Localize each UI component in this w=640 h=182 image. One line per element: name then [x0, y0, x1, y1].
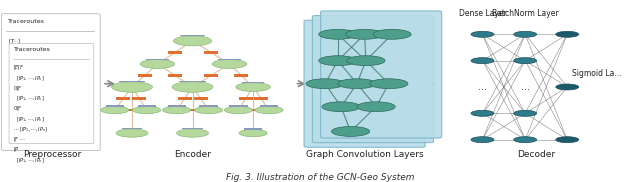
- Bar: [242, 82, 264, 83]
- Circle shape: [370, 79, 408, 89]
- Circle shape: [212, 60, 246, 68]
- Circle shape: [514, 58, 537, 64]
- Circle shape: [100, 106, 129, 114]
- Text: $[E[F$: $[E[F$: [13, 64, 25, 72]
- Text: Preprocessor: Preprocessor: [23, 150, 81, 159]
- Bar: [138, 105, 156, 107]
- Circle shape: [514, 110, 537, 116]
- Bar: [147, 58, 169, 60]
- Text: Dense Layer: Dense Layer: [459, 9, 506, 18]
- Text: Traceroutes: Traceroutes: [8, 19, 45, 25]
- Text: Sigmoid La...: Sigmoid La...: [572, 69, 622, 78]
- Text: $[P$: $[P$: [13, 146, 20, 154]
- Circle shape: [338, 79, 376, 89]
- Circle shape: [163, 106, 191, 114]
- Circle shape: [347, 56, 385, 66]
- Text: Graph Convolution Layers: Graph Convolution Layers: [306, 150, 424, 159]
- Bar: [116, 97, 131, 100]
- Bar: [179, 81, 206, 82]
- Bar: [234, 74, 248, 77]
- Text: $[IP_1,\cdots,IP_n]$: $[IP_1,\cdots,IP_n]$: [13, 156, 45, 165]
- FancyBboxPatch shape: [1, 14, 100, 150]
- Bar: [119, 81, 145, 82]
- Text: $[IP_1,\cdots,IP_n]$: $[IP_1,\cdots,IP_n]$: [13, 74, 45, 83]
- Text: $[F\ \cdots$: $[F\ \cdots$: [13, 135, 26, 144]
- Circle shape: [236, 83, 270, 91]
- Bar: [168, 105, 186, 107]
- Circle shape: [322, 102, 360, 112]
- Bar: [138, 74, 152, 77]
- Circle shape: [346, 29, 384, 39]
- Circle shape: [471, 110, 494, 116]
- Circle shape: [373, 29, 411, 39]
- Circle shape: [332, 126, 370, 136]
- Bar: [180, 35, 205, 36]
- Text: $\cdots\ [IP_1,\cdots,IP_n]$: $\cdots\ [IP_1,\cdots,IP_n]$: [13, 125, 49, 134]
- Text: Encoder: Encoder: [174, 150, 211, 159]
- Circle shape: [357, 102, 395, 112]
- Circle shape: [132, 106, 161, 114]
- Circle shape: [116, 129, 148, 137]
- Bar: [200, 105, 218, 107]
- Circle shape: [471, 137, 494, 143]
- Circle shape: [471, 31, 494, 37]
- Text: $0[F$: $0[F$: [13, 105, 23, 113]
- Bar: [239, 97, 253, 100]
- Circle shape: [556, 31, 579, 37]
- Circle shape: [471, 58, 494, 64]
- FancyBboxPatch shape: [304, 20, 425, 147]
- Circle shape: [111, 82, 152, 92]
- Bar: [168, 51, 182, 54]
- Circle shape: [319, 56, 357, 66]
- Bar: [218, 58, 241, 60]
- Bar: [254, 97, 268, 100]
- Bar: [229, 105, 248, 107]
- Text: BatchNorm Layer: BatchNorm Layer: [492, 9, 559, 18]
- Bar: [186, 109, 200, 111]
- Text: ...: ...: [521, 82, 530, 92]
- Bar: [122, 128, 142, 129]
- FancyBboxPatch shape: [321, 11, 442, 138]
- Bar: [204, 74, 218, 77]
- Circle shape: [514, 31, 537, 37]
- Circle shape: [255, 106, 283, 114]
- Circle shape: [306, 79, 344, 89]
- Bar: [182, 128, 203, 129]
- Bar: [168, 74, 182, 77]
- Text: Traceroutes: Traceroutes: [14, 48, 51, 52]
- Circle shape: [239, 129, 267, 137]
- Text: Decoder: Decoder: [518, 150, 556, 159]
- Circle shape: [225, 106, 252, 114]
- Bar: [246, 109, 260, 111]
- Text: $[IP_1,\cdots,IP_n]$: $[IP_1,\cdots,IP_n]$: [13, 115, 45, 124]
- Circle shape: [556, 84, 579, 90]
- Circle shape: [140, 60, 175, 68]
- Text: $[T_{\cdots}]$: $[T_{\cdots}]$: [8, 38, 20, 46]
- Circle shape: [556, 137, 579, 143]
- Circle shape: [172, 82, 213, 92]
- FancyBboxPatch shape: [312, 15, 433, 143]
- Circle shape: [195, 106, 223, 114]
- Bar: [244, 128, 262, 130]
- Text: Fig. 3. Illustration of the GCN-Geo System: Fig. 3. Illustration of the GCN-Geo Syst…: [226, 173, 414, 182]
- Circle shape: [177, 129, 209, 137]
- Text: $[IP_1,\cdots,IP_n]$: $[IP_1,\cdots,IP_n]$: [13, 95, 45, 103]
- Bar: [106, 105, 124, 107]
- Bar: [204, 51, 218, 54]
- Circle shape: [514, 137, 537, 143]
- Text: $0[F$: $0[F$: [13, 84, 23, 93]
- Bar: [177, 97, 191, 100]
- Bar: [132, 97, 147, 100]
- Bar: [193, 97, 207, 100]
- Bar: [260, 105, 278, 107]
- Text: ...: ...: [478, 82, 487, 92]
- Circle shape: [319, 29, 357, 39]
- Bar: [125, 109, 139, 111]
- Circle shape: [173, 36, 212, 46]
- FancyBboxPatch shape: [9, 44, 94, 143]
